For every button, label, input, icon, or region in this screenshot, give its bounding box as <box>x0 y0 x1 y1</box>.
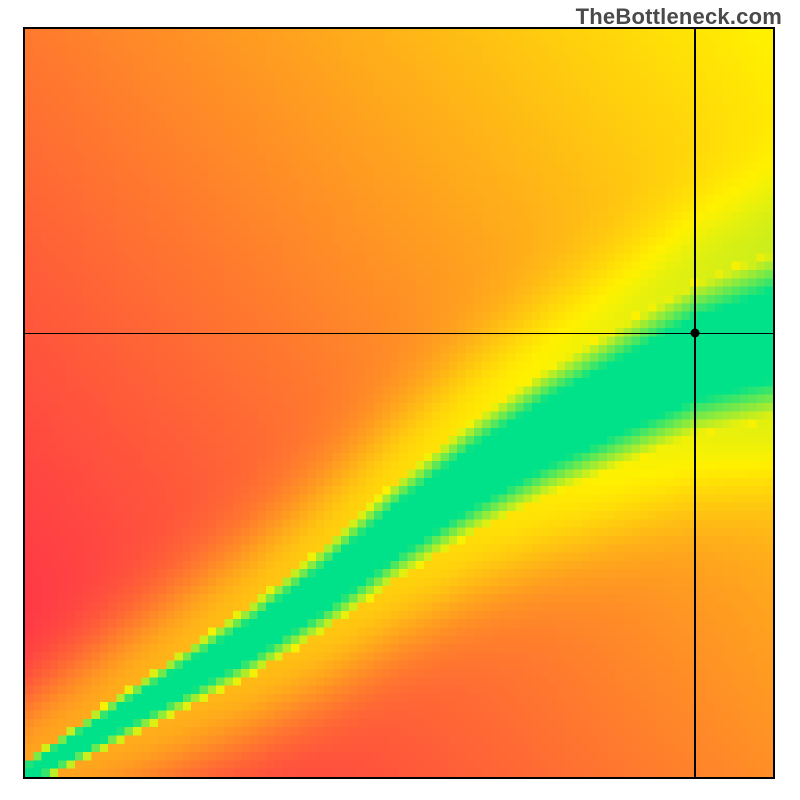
selection-marker <box>691 329 700 338</box>
plot-area <box>23 27 775 779</box>
crosshair-horizontal <box>25 333 773 335</box>
bottleneck-heatmap <box>25 29 773 777</box>
crosshair-vertical <box>694 29 696 777</box>
chart-container: TheBottleneck.com <box>0 0 800 800</box>
